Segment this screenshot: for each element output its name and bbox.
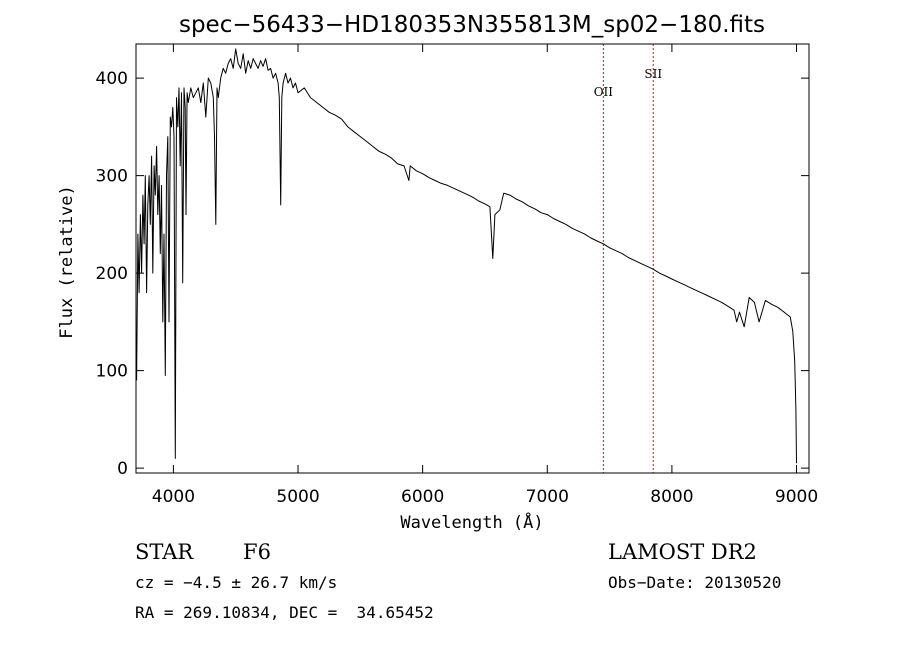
emission-marker-label: SII xyxy=(644,67,662,81)
plot-frame xyxy=(135,43,810,474)
x-tick-label: 9000 xyxy=(775,487,818,507)
x-tick-label: 5000 xyxy=(276,487,319,507)
emission-marker-label: OII xyxy=(594,85,614,99)
x-axis-label: Wavelength (Å) xyxy=(400,511,543,533)
y-tick-label: 100 xyxy=(96,362,128,382)
object-subclass: F6 xyxy=(243,540,271,564)
x-tick-label: 7000 xyxy=(526,487,569,507)
coordinates-text: RA = 269.10834, DEC = 34.65452 xyxy=(135,603,434,622)
x-tick-label: 6000 xyxy=(401,487,444,507)
object-type: STAR xyxy=(135,540,194,564)
x-tick-label: 8000 xyxy=(650,487,693,507)
x-tick-label: 4000 xyxy=(152,487,195,507)
survey-name: LAMOST DR2 xyxy=(608,540,757,564)
y-tick-label: 300 xyxy=(96,167,128,187)
plot-area: OII SII 4000 5000 6000 7000 8000 9000 0 100 200 3… xyxy=(96,43,818,507)
footer-info: STAR F6 cz = −4.5 ± 26.7 km/s RA = 269.1… xyxy=(135,540,781,622)
y-axis-label: Flux (relative) xyxy=(57,185,77,339)
y-tick-label: 200 xyxy=(96,264,128,284)
chart-title: spec−56433−HD180353N355813M_sp02−180.fit… xyxy=(179,12,765,38)
y-tick-label: 400 xyxy=(96,69,128,89)
y-tick-label: 0 xyxy=(117,459,128,479)
redshift-text: cz = −4.5 ± 26.7 km/s xyxy=(135,573,337,592)
obs-date: Obs−Date: 20130520 xyxy=(608,573,781,592)
spectrum-series-line xyxy=(136,48,797,464)
